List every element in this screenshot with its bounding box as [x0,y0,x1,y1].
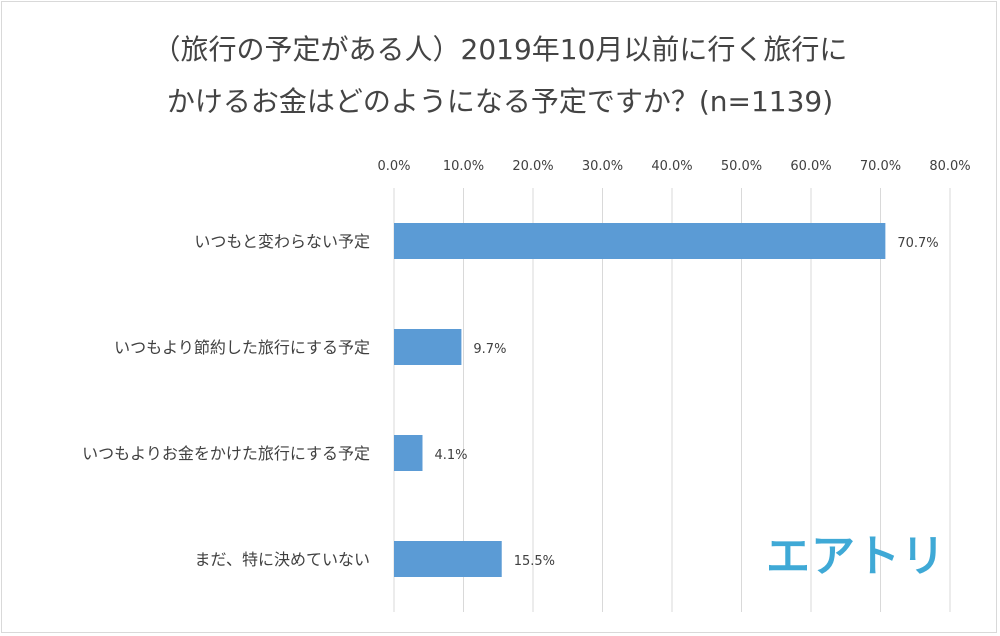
x-tick-label: 70.0% [860,159,901,174]
x-tick-label: 50.0% [721,159,762,174]
bar [394,435,423,471]
data-label: 15.5% [514,554,555,569]
data-label: 4.1% [434,448,467,463]
x-tick-label: 60.0% [790,159,831,174]
bar [394,223,886,259]
category-label: まだ、特に決めていない [194,550,370,569]
airtrip-logo: エアトリ [766,531,946,582]
x-tick-label: 80.0% [929,159,970,174]
bar [394,329,462,365]
category-label: いつもと変わらない予定 [194,232,370,251]
chart-title-line-1: （旅行の予定がある人）2019年10月以前に行く旅行に [152,33,848,66]
category-label: いつもより節約した旅行にする予定 [114,338,370,357]
x-tick-label: 40.0% [651,159,692,174]
x-tick-label: 20.0% [512,159,553,174]
chart-title-line-2: かけるお金はどのようになる予定ですか？(n=1139) [166,85,834,118]
x-tick-label: 10.0% [443,159,484,174]
bar [394,541,502,577]
chart-title: （旅行の予定がある人）2019年10月以前に行く旅行に かけるお金はどのようにな… [0,24,1000,128]
x-tick-label: 30.0% [582,159,623,174]
data-label: 70.7% [897,236,938,251]
data-label: 9.7% [473,342,506,357]
category-label: いつもよりお金をかけた旅行にする予定 [82,444,370,463]
x-tick-label: 0.0% [377,159,410,174]
